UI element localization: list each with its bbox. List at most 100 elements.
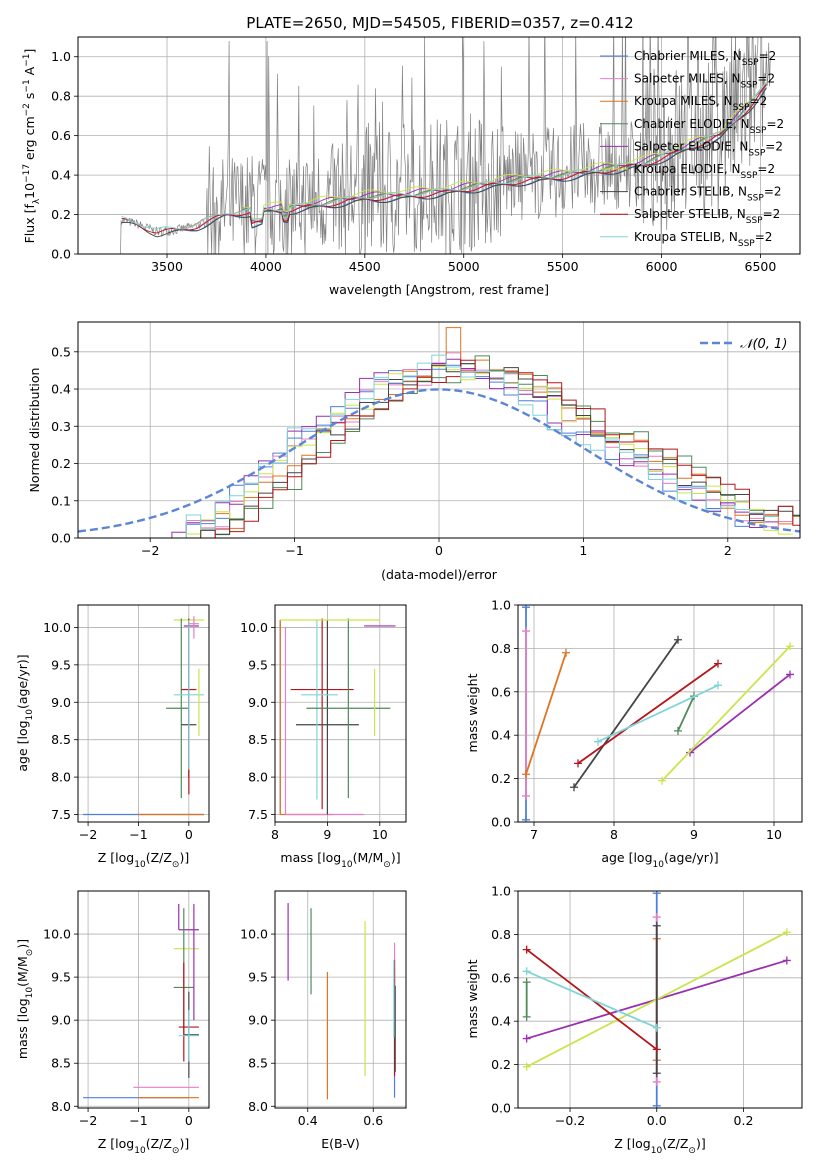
spectrum-panel: 3500 4000 4500 5000 5500 6000 6500 0.0 0.2 0.4 0.6… bbox=[22, 36, 801, 297]
label-part: E(B-V) bbox=[321, 1136, 360, 1151]
plot-area bbox=[78, 327, 800, 538]
label-part: )] bbox=[696, 1136, 706, 1151]
weight-marker-salpeter_elodie bbox=[782, 956, 791, 965]
x-tick-label: 6500 bbox=[745, 259, 777, 274]
weight-marker-kroupa_stelib bbox=[522, 967, 531, 976]
weight-marker-chabrier_elodie bbox=[674, 726, 682, 735]
x-axis-label: (data-model)/error bbox=[381, 567, 498, 582]
label-part: ⊙ bbox=[383, 860, 391, 870]
label-part: (M/M bbox=[15, 956, 30, 987]
x-tick-label: 9 bbox=[323, 827, 331, 842]
y-tick-label: 0.6 bbox=[491, 970, 511, 985]
label-part: SSP bbox=[741, 81, 758, 91]
x-tick-label: 5000 bbox=[448, 259, 480, 274]
label-part: age [log bbox=[601, 850, 652, 865]
x-tick-label: 9 bbox=[690, 827, 698, 842]
label-part: SSP bbox=[741, 171, 758, 181]
y-tick-label: 1.0 bbox=[491, 598, 511, 613]
y-tick-label: 8.0 bbox=[51, 770, 71, 785]
y-tick-label: 8.5 bbox=[248, 732, 268, 747]
y-tick-label: 7.5 bbox=[248, 807, 268, 822]
legend-label-chabrier_elodie: Chabrier ELODIE, NSSP=2 bbox=[634, 117, 784, 136]
y-tick-label: 0.8 bbox=[491, 927, 511, 942]
label-part: )] bbox=[179, 850, 189, 865]
y-tick-label: 0.0 bbox=[491, 815, 511, 830]
mass-vs-ebv-panel: 0.4 0.6 8.0 8.5 9.0 9.5 10.0 E(B-V) bbox=[240, 890, 407, 1151]
model-spectrum-salpeter_stelib bbox=[121, 83, 767, 234]
y-tick-label: 0.5 bbox=[51, 344, 71, 359]
plot-area bbox=[279, 618, 396, 816]
legend-label-chabrier_stelib: Chabrier STELIB, NSSP=2 bbox=[634, 185, 782, 204]
weight-line-salpeter_stelib bbox=[577, 662, 719, 765]
plot-area bbox=[522, 891, 791, 1108]
weight-marker-salpeter_elodie bbox=[522, 1034, 531, 1043]
y-tick-label: 8.5 bbox=[248, 1056, 268, 1071]
weight-marker-kroupa_elodie bbox=[786, 642, 794, 651]
legend-label-kroupa_elodie: Kroupa ELODIE, NSSP=2 bbox=[634, 162, 775, 181]
label-part: −1 bbox=[22, 79, 32, 92]
y-tick-label: 1.0 bbox=[491, 884, 511, 899]
weight-marker-kroupa_elodie bbox=[522, 1062, 531, 1071]
y-tick-label: 7.5 bbox=[51, 807, 71, 822]
weight-marker-salpeter_elodie bbox=[786, 670, 794, 679]
legend-label-salpeter_miles: Salpeter MILES, NSSP=2 bbox=[634, 72, 775, 91]
x-axis-label: Z [log10(Z/Z⊙)] bbox=[98, 1136, 189, 1156]
y-axis-label: Flux [fλ10−17 erg cm−2 s−1 A−1] bbox=[22, 49, 42, 244]
weight-marker-kroupa_elodie bbox=[782, 928, 791, 937]
label-part: λ bbox=[32, 198, 42, 204]
weight-marker-salpeter_miles bbox=[522, 791, 530, 800]
legend-label-salpeter_stelib: Salpeter STELIB, NSSP=2 bbox=[634, 207, 780, 226]
label-part: 10 bbox=[653, 860, 665, 870]
model-spectrum-kroupa_stelib bbox=[121, 81, 767, 230]
label-part: )] bbox=[391, 850, 401, 865]
weight-marker-salpeter_miles bbox=[652, 1077, 661, 1086]
y-tick-label: 9.5 bbox=[248, 657, 268, 672]
label-part: SSP bbox=[750, 126, 767, 136]
mass-weight-vs-metallicity-panel: −0.2 0.0 0.2 0.0 0.2 0.4 0.6 0.8 1.0 Z [log10(Z/Z… bbox=[465, 884, 803, 1156]
x-tick-label: 0.2 bbox=[734, 1113, 754, 1128]
label-part: )] bbox=[179, 1136, 189, 1151]
y-tick-label: 0.2 bbox=[491, 771, 511, 786]
weight-marker-chabrier_elodie bbox=[522, 1012, 531, 1021]
x-tick-label: 10 bbox=[766, 827, 782, 842]
y-tick-label: 0.0 bbox=[51, 247, 71, 262]
label-part: =2 bbox=[750, 94, 768, 108]
legend-label-chabrier_miles: Chabrier MILES, NSSP=2 bbox=[634, 49, 776, 68]
label-part: Salpeter STELIB, N bbox=[634, 207, 746, 221]
weight-marker-salpeter_miles bbox=[652, 913, 661, 922]
label-part: 10 bbox=[25, 709, 35, 721]
weight-marker-chabrier_stelib bbox=[674, 635, 682, 644]
label-part: Chabrier STELIB, N bbox=[634, 185, 747, 199]
weight-marker-salpeter_miles bbox=[522, 627, 530, 636]
weight-marker-chabrier_stelib bbox=[652, 1069, 661, 1078]
label-part: Chabrier MILES, N bbox=[634, 49, 742, 63]
y-tick-label: 9.0 bbox=[248, 695, 268, 710]
weight-line-chabrier_stelib bbox=[573, 639, 679, 788]
y-axis-label: mass [log10(M/M⊙)] bbox=[15, 939, 35, 1059]
y-tick-label: 0.2 bbox=[51, 207, 71, 222]
x-tick-label: 0 bbox=[185, 1113, 193, 1128]
y-tick-label: 8.0 bbox=[248, 770, 268, 785]
label-part: Kroupa MILES, N bbox=[634, 94, 733, 108]
y-tick-label: 0.2 bbox=[491, 1057, 511, 1072]
x-tick-label: 4000 bbox=[250, 259, 282, 274]
label-part: =2 bbox=[755, 230, 773, 244]
axes-frame bbox=[77, 604, 210, 823]
x-tick-label: −2 bbox=[79, 827, 97, 842]
label-part: ⊙ bbox=[25, 949, 35, 957]
x-axis-label: Z [log10(Z/Z⊙)] bbox=[98, 850, 189, 870]
x-tick-label: 0 bbox=[435, 543, 443, 558]
label-part: =2 bbox=[757, 72, 775, 86]
label-part: =2 bbox=[763, 207, 781, 221]
label-part: 10 bbox=[134, 1146, 146, 1156]
label-part: =2 bbox=[759, 49, 777, 63]
label-part: 10 bbox=[651, 1146, 663, 1156]
x-tick-label: 8 bbox=[271, 827, 279, 842]
y-tick-label: 0.0 bbox=[491, 1101, 511, 1116]
label-part: A bbox=[22, 66, 37, 79]
y-axis-label: mass weight bbox=[465, 673, 480, 752]
x-tick-label: −2 bbox=[79, 1113, 97, 1128]
y-tick-label: 9.0 bbox=[51, 1013, 71, 1028]
